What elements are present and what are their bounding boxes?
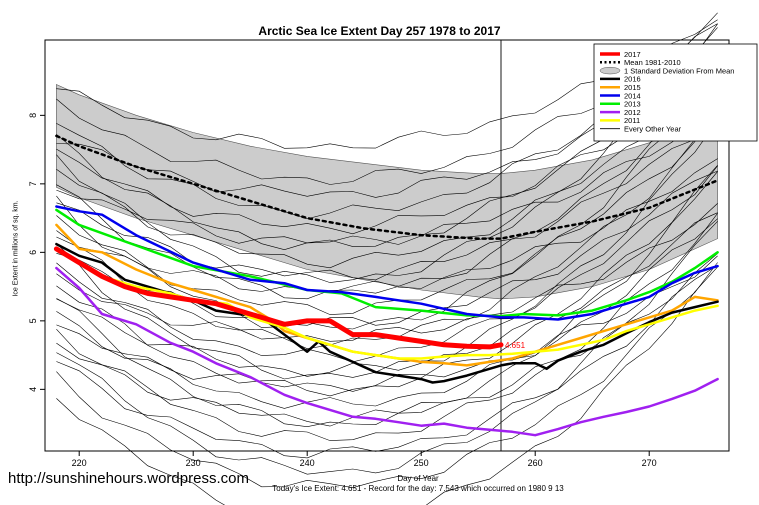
x-tick-label: 230 — [186, 458, 201, 468]
other-year-line — [56, 171, 718, 428]
other-year-line — [56, 212, 718, 377]
other-year-line — [56, 213, 718, 441]
other-year-line — [56, 71, 718, 330]
std-deviation-band — [56, 84, 718, 300]
y-tick-label: 8 — [28, 113, 38, 118]
legend-item-label: 2015 — [624, 83, 641, 92]
chart-title: Arctic Sea Ice Extent Day 257 1978 to 20… — [258, 24, 501, 38]
other-year-line — [56, 120, 718, 380]
chart-subtitle: Today's Ice Extent: 4.651 - Record for t… — [272, 484, 564, 493]
other-year-line — [56, 116, 718, 245]
series-line-2014 — [55, 205, 719, 321]
y-tick-label: 4 — [28, 387, 38, 392]
x-tick-label: 260 — [528, 458, 543, 468]
legend-swatch — [599, 66, 621, 75]
other-year-line — [56, 120, 718, 281]
other-year-line — [56, 64, 718, 269]
x-tick-label: 240 — [300, 458, 315, 468]
legend-item-label: 2013 — [624, 100, 641, 109]
other-year-line — [56, 64, 718, 235]
y-tick-label: 5 — [28, 318, 38, 323]
series-lines: 4.651 — [53, 134, 719, 437]
legend-item-label: 1 Standard Deviation From Mean — [624, 66, 734, 75]
legend-item-label: Mean 1981-2010 — [624, 58, 681, 67]
legend-item-label: 2017 — [624, 50, 641, 59]
y-tick-label: 7 — [28, 181, 38, 186]
series-line-2017 — [53, 246, 504, 350]
legend-item-label: 2012 — [624, 108, 641, 117]
x-axis-label: Day of Year — [397, 474, 439, 483]
other-year-line — [56, 265, 718, 459]
series-line-mean-1981-2010 — [55, 134, 719, 240]
plot-frame — [44, 39, 730, 452]
y-tick-label: 6 — [28, 250, 38, 255]
std-band-area — [56, 84, 718, 300]
other-year-line — [56, 221, 718, 475]
series-line-2013 — [55, 208, 719, 318]
other-year-line — [56, 203, 718, 342]
other-year-line — [56, 253, 718, 427]
legend-box — [593, 43, 758, 142]
other-year-line — [56, 158, 718, 294]
axes: 220 230 240 250 260 270 4 5 6 7 8 — [28, 39, 730, 468]
x-tick-label: 220 — [72, 458, 87, 468]
legend-item-label: 2016 — [624, 75, 641, 84]
legend-item-label: Every Other Year — [624, 125, 682, 134]
x-tick-label: 270 — [642, 458, 657, 468]
other-year-line — [56, 165, 718, 363]
other-year-line — [56, 266, 718, 505]
y-axis-label: Ice Extent in millions of sq. km. — [12, 200, 20, 297]
other-year-line — [56, 262, 718, 489]
other-year-line — [56, 165, 718, 397]
watermark-url: http://sunshinehours.wordpress.com — [8, 470, 249, 487]
other-year-line — [56, 74, 718, 300]
value-annotation: 4.651 — [505, 341, 526, 350]
series-line-2012 — [55, 266, 719, 437]
x-tick-label: 250 — [414, 458, 429, 468]
other-year-line — [56, 255, 718, 392]
legend-item-label: 2011 — [624, 116, 640, 125]
legend-item-label: 2014 — [624, 91, 641, 100]
